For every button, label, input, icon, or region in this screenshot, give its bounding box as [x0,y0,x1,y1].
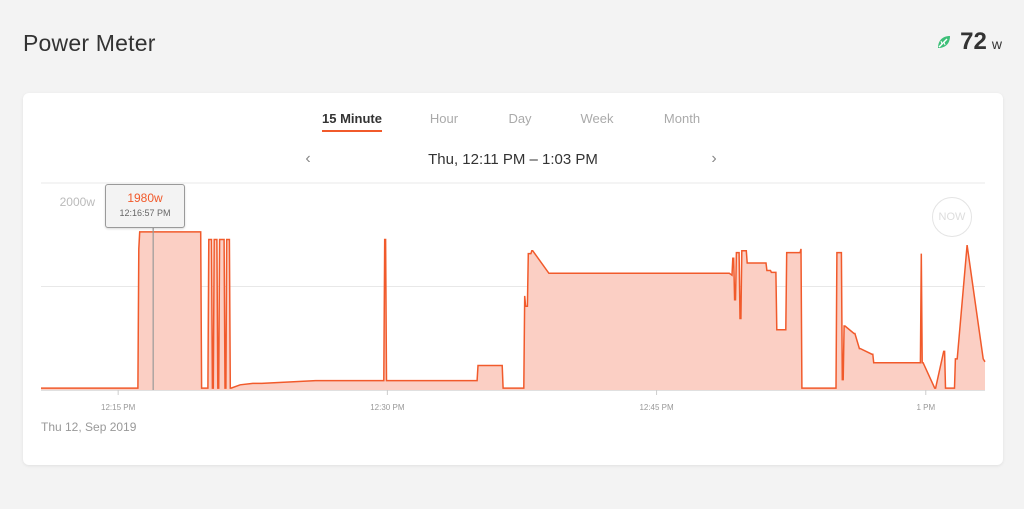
tab-15-minute[interactable]: 15 Minute [322,111,382,132]
x-tick-label: 1 PM [916,403,935,412]
chevron-left-icon[interactable]: ‹ [305,150,311,167]
date-label: Thu 12, Sep 2019 [41,420,137,434]
chart-card: 15 Minute Hour Day Week Month ‹ Thu, 12:… [23,93,1003,465]
range-label: Thu, 12:11 PM – 1:03 PM [428,151,598,168]
power-chart[interactable]: 2000w 12:15 PM 12:30 PM 12:45 PM 1 PM [23,93,1003,465]
leaf-icon [938,36,951,48]
tab-month[interactable]: Month [663,111,701,126]
now-button[interactable]: NOW [932,197,972,237]
tooltip-time: 12:16:57 PM [119,208,171,218]
reading-unit: w [991,36,1002,52]
series-area [41,231,985,390]
tab-week[interactable]: Week [580,111,614,126]
range-tabs: 15 Minute Hour Day Week Month [23,111,1003,135]
x-tick-label: 12:15 PM [101,403,136,412]
y-tick-label: 2000w [60,195,96,209]
series-line [41,231,986,389]
range-navigation: ‹ Thu, 12:11 PM – 1:03 PM › [23,150,1003,170]
tab-hour[interactable]: Hour [429,111,459,126]
page-title: Power Meter [23,30,156,56]
chevron-right-icon[interactable]: › [711,150,717,167]
tooltip-value: 1980w [127,191,163,205]
reading-value: 72 [960,28,987,55]
x-tick-label: 12:45 PM [639,403,674,412]
chart-tooltip: 1980w 12:16:57 PM [105,184,185,228]
tab-day[interactable]: Day [508,111,532,126]
power-reading: 72 w [936,28,1002,56]
x-tick-label: 12:30 PM [370,403,405,412]
